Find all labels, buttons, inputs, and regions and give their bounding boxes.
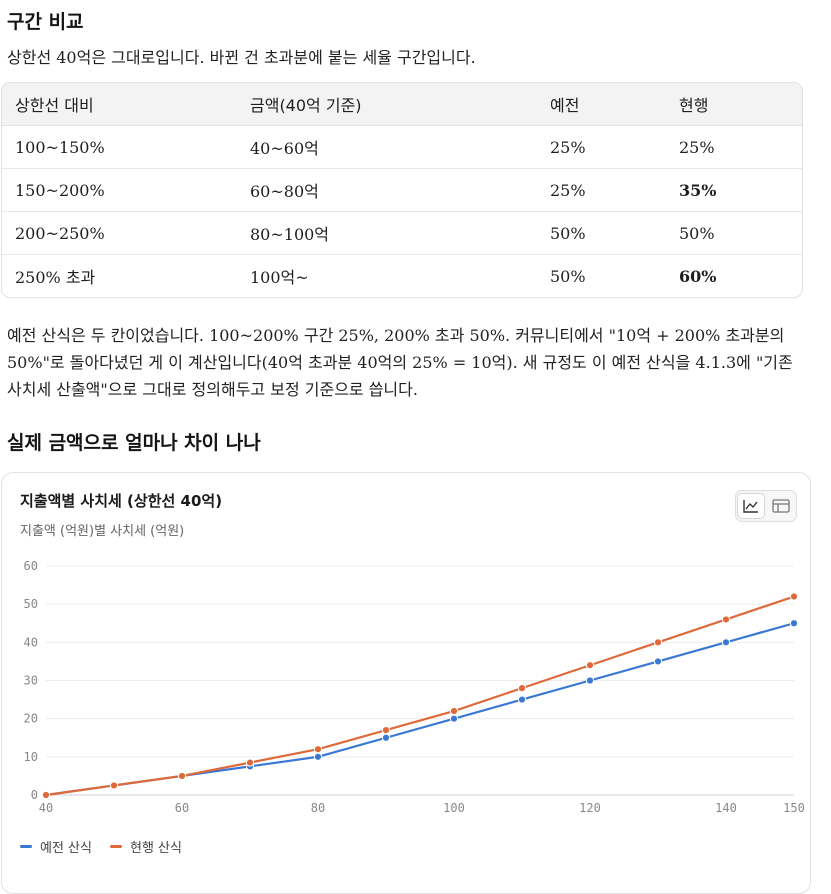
legend-swatch-new (109, 845, 122, 848)
x-tick-label: 150 (783, 801, 805, 815)
header-new: 현행 (666, 83, 802, 126)
section-title: 구간 비교 (7, 11, 84, 33)
y-tick-label: 50 (24, 597, 38, 611)
data-point (449, 706, 459, 716)
legend-label-old: 예전 산식 (40, 841, 92, 856)
cell-amount: 100억~ (250, 268, 309, 287)
x-tick-label: 120 (579, 801, 601, 815)
x-tick-label: 80 (311, 801, 325, 815)
table-view-button[interactable] (767, 493, 795, 519)
data-point (789, 619, 799, 628)
section-intro: 상한선 40억은 그대로입니다. 바뀐 건 초과분에 붙는 세율 구간입니다. (7, 48, 476, 67)
y-tick-label: 0 (31, 788, 38, 802)
line-chart: 0 10 20 30 40 50 60 40 60 80 100 120 140 150 (24, 559, 805, 815)
cell-ratio: 100~150% (2, 125, 237, 169)
data-point (177, 771, 187, 781)
cell-amount: 60~80억 (237, 168, 537, 212)
data-point (585, 661, 595, 670)
data-point (789, 592, 799, 601)
header-old: 예전 (537, 83, 666, 126)
data-point (381, 726, 391, 735)
cell-new: 50% (666, 211, 802, 255)
data-point (245, 758, 255, 767)
legend-label-new: 현행 산식 (129, 841, 182, 856)
cell-amount: 80~100억 (237, 211, 537, 255)
cell-old: 50% (537, 211, 666, 255)
cell-amount: 40~60억 (237, 125, 537, 169)
x-tick-label: 100 (443, 801, 465, 815)
chart-subtitle: 지출액 (억원)별 사치세 (억원) (20, 524, 185, 539)
y-tick-label: 40 (24, 635, 38, 649)
data-point (653, 638, 663, 647)
data-point (41, 790, 51, 800)
cell-ratio: 200~250% (2, 211, 237, 255)
cell-new: 60% (679, 266, 717, 286)
chart-view-button[interactable] (737, 493, 765, 519)
chart-view-toggle (735, 490, 797, 522)
y-tick-label: 10 (24, 750, 38, 764)
cell-new: 25% (666, 125, 802, 169)
legend-item-old[interactable]: 예전 산식 (20, 837, 92, 856)
chart-card: 지출액별 사치세 (상한선 40억) 지출액 (억원)별 사치세 (억원) 0 1… (1, 472, 811, 894)
chart-title: 지출액별 사치세 (상한선 40억) (20, 492, 223, 510)
chart-legend: 예전 산식 현행 산식 (20, 837, 182, 856)
x-tick-label: 60 (175, 801, 189, 815)
table-row: 150~200% 60~80억 25% 35% (2, 168, 802, 212)
data-point (109, 781, 119, 790)
cell-ratio: 150~200% (2, 168, 237, 212)
legend-swatch-old (20, 845, 32, 848)
data-point (721, 615, 731, 624)
table-row: 200~250% 80~100억 50% 50% (2, 211, 802, 255)
header-ratio: 상한선 대비 (2, 83, 237, 126)
y-tick-label: 30 (24, 674, 38, 688)
comparison-table: 상한선 대비 금액(40억 기준) 예전 현행 100~150% 40~60억 … (1, 82, 803, 298)
data-point (653, 657, 663, 666)
data-point (517, 684, 527, 693)
data-point (449, 714, 459, 723)
series-line-1 (45, 595, 795, 797)
table-header-row: 상한선 대비 금액(40억 기준) 예전 현행 (2, 83, 802, 126)
data-point (313, 745, 323, 754)
data-point (381, 733, 391, 742)
data-point (517, 695, 527, 704)
y-tick-label: 20 (24, 712, 38, 726)
cell-ratio: 250% 초과 (15, 268, 96, 287)
series-line-0 (45, 622, 795, 797)
legend-item-new[interactable]: 현행 산식 (109, 837, 182, 856)
data-point (313, 752, 323, 761)
table-row: 100~150% 40~60억 25% 25% (2, 125, 802, 169)
subsection-title: 실제 금액으로 얼마나 차이 나나 (7, 432, 261, 454)
x-tick-label: 40 (39, 801, 53, 815)
table-row: 250% 초과 100억~ 50% 60% (2, 255, 802, 298)
line-chart-icon (743, 500, 758, 513)
cell-old: 50% (550, 266, 586, 286)
cell-old: 25% (537, 168, 666, 212)
y-tick-label: 60 (24, 559, 38, 573)
data-point (585, 676, 595, 685)
data-point (721, 638, 731, 647)
header-amount: 금액(40억 기준) (237, 83, 537, 126)
cell-new: 35% (666, 168, 802, 212)
table-icon (772, 499, 790, 513)
cell-old: 25% (537, 125, 666, 169)
explanation-paragraph: 예전 산식은 두 칸이었습니다. 100~200% 구간 25%, 200% 초… (7, 326, 793, 399)
x-tick-label: 140 (715, 801, 737, 815)
